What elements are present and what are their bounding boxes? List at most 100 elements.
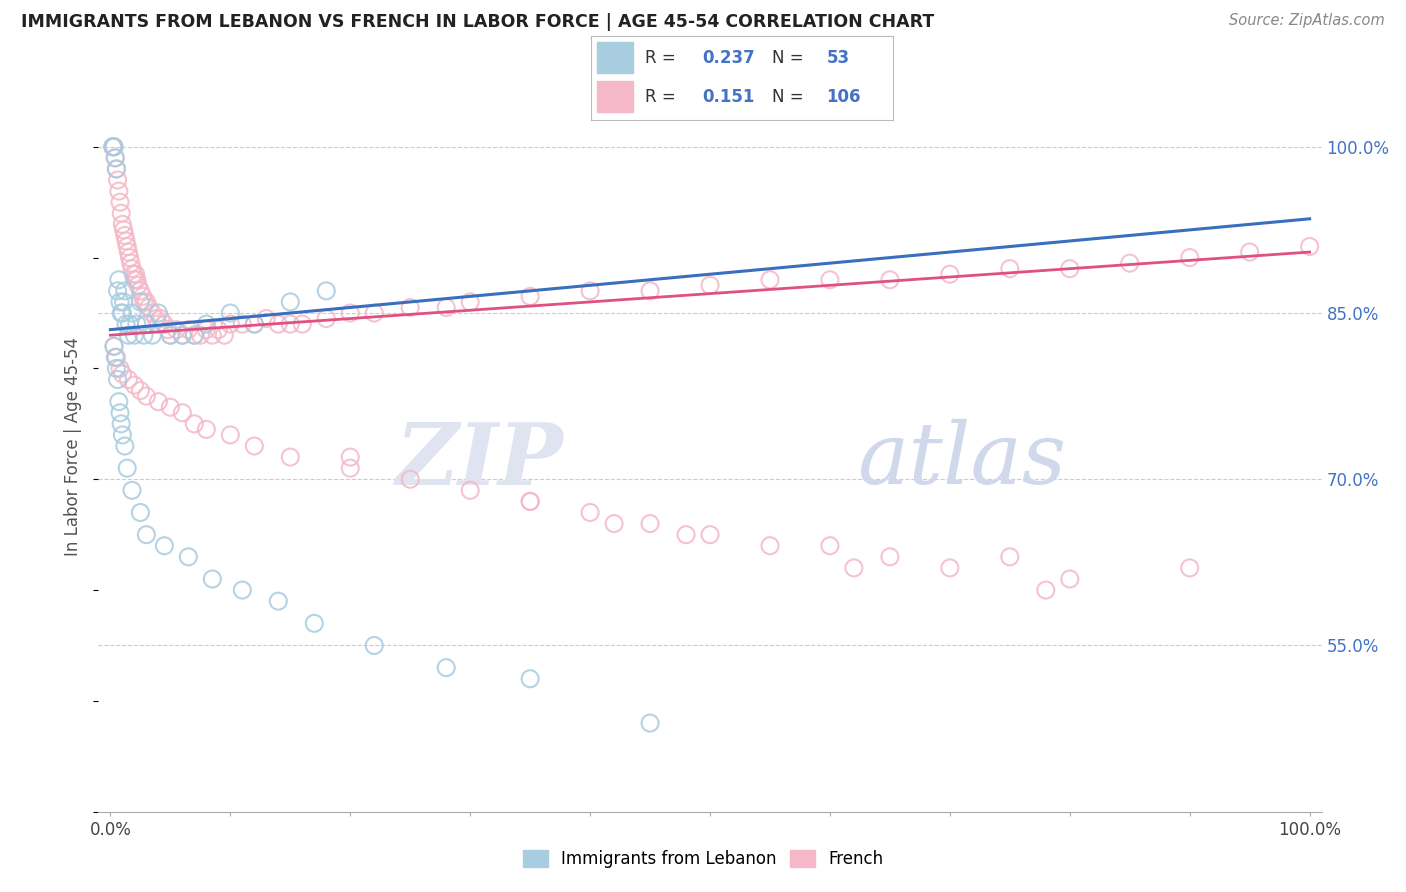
Point: [434, 660, 457, 674]
Point: [201, 572, 224, 586]
Text: Source: ZipAtlas.com: Source: ZipAtlas.com: [1229, 13, 1385, 29]
Point: [115, 461, 138, 475]
Point: [104, 151, 127, 165]
Point: [110, 206, 132, 220]
Point: [699, 527, 721, 541]
Point: [135, 294, 157, 309]
Point: [219, 317, 242, 331]
Point: [153, 539, 176, 553]
Point: [172, 406, 194, 420]
Point: [115, 239, 138, 253]
Point: [107, 284, 129, 298]
Point: [103, 339, 125, 353]
Point: [519, 494, 541, 508]
Point: [243, 317, 266, 331]
Point: [278, 294, 301, 309]
Point: [304, 616, 326, 631]
Point: [125, 273, 148, 287]
Point: [132, 328, 155, 343]
Point: [110, 306, 132, 320]
Point: [1035, 583, 1057, 598]
Point: [207, 323, 229, 337]
Point: [114, 284, 136, 298]
Point: [117, 245, 139, 260]
Point: [127, 278, 149, 293]
Point: [111, 367, 134, 381]
Point: [115, 317, 138, 331]
Point: [315, 284, 337, 298]
Point: [115, 234, 138, 248]
Point: [315, 311, 337, 326]
Point: [111, 218, 134, 232]
Point: [519, 289, 541, 303]
Point: [254, 311, 277, 326]
Point: [195, 317, 218, 331]
Point: [998, 261, 1021, 276]
Point: [120, 256, 142, 270]
Text: 0.151: 0.151: [703, 87, 755, 105]
Point: [1298, 239, 1320, 253]
Point: [112, 223, 135, 237]
Point: [231, 317, 253, 331]
Y-axis label: In Labor Force | Age 45-54: In Labor Force | Age 45-54: [65, 336, 83, 556]
Point: [124, 328, 146, 343]
Point: [101, 140, 124, 154]
Text: R =: R =: [645, 49, 681, 67]
Text: R =: R =: [645, 87, 681, 105]
Point: [214, 328, 236, 343]
Point: [579, 284, 602, 298]
Point: [132, 294, 155, 309]
Point: [148, 306, 170, 320]
Point: [998, 549, 1021, 564]
Point: [243, 317, 266, 331]
Point: [121, 261, 143, 276]
Point: [159, 401, 181, 415]
Point: [339, 461, 361, 475]
Point: [939, 561, 962, 575]
Bar: [596, 43, 633, 73]
Text: N =: N =: [772, 87, 808, 105]
Point: [111, 428, 134, 442]
Point: [108, 406, 131, 420]
Point: [1178, 561, 1201, 575]
Point: [132, 289, 155, 303]
Bar: [596, 81, 633, 112]
Point: [148, 317, 170, 331]
Text: ZIP: ZIP: [395, 419, 564, 502]
Point: [111, 306, 134, 320]
Point: [129, 294, 152, 309]
Point: [105, 161, 128, 176]
Point: [603, 516, 626, 531]
Point: [339, 450, 361, 464]
Point: [105, 161, 128, 176]
Point: [231, 583, 253, 598]
Point: [141, 306, 163, 320]
Point: [107, 173, 129, 187]
Point: [458, 294, 481, 309]
Text: atlas: atlas: [856, 419, 1066, 502]
Point: [172, 328, 194, 343]
Text: 106: 106: [827, 87, 860, 105]
Point: [122, 267, 145, 281]
Point: [108, 394, 131, 409]
Point: [818, 273, 841, 287]
Point: [172, 328, 194, 343]
Point: [195, 323, 218, 337]
Point: [118, 317, 141, 331]
Point: [121, 483, 143, 498]
Point: [112, 294, 135, 309]
Point: [159, 328, 181, 343]
Point: [267, 317, 290, 331]
Point: [939, 267, 962, 281]
Point: [124, 267, 146, 281]
Point: [219, 428, 242, 442]
Point: [103, 339, 125, 353]
Point: [129, 284, 152, 298]
Point: [165, 323, 187, 337]
Point: [125, 317, 148, 331]
Point: [183, 417, 205, 431]
Point: [434, 301, 457, 315]
Point: [818, 539, 841, 553]
Point: [138, 301, 160, 315]
Point: [129, 506, 152, 520]
